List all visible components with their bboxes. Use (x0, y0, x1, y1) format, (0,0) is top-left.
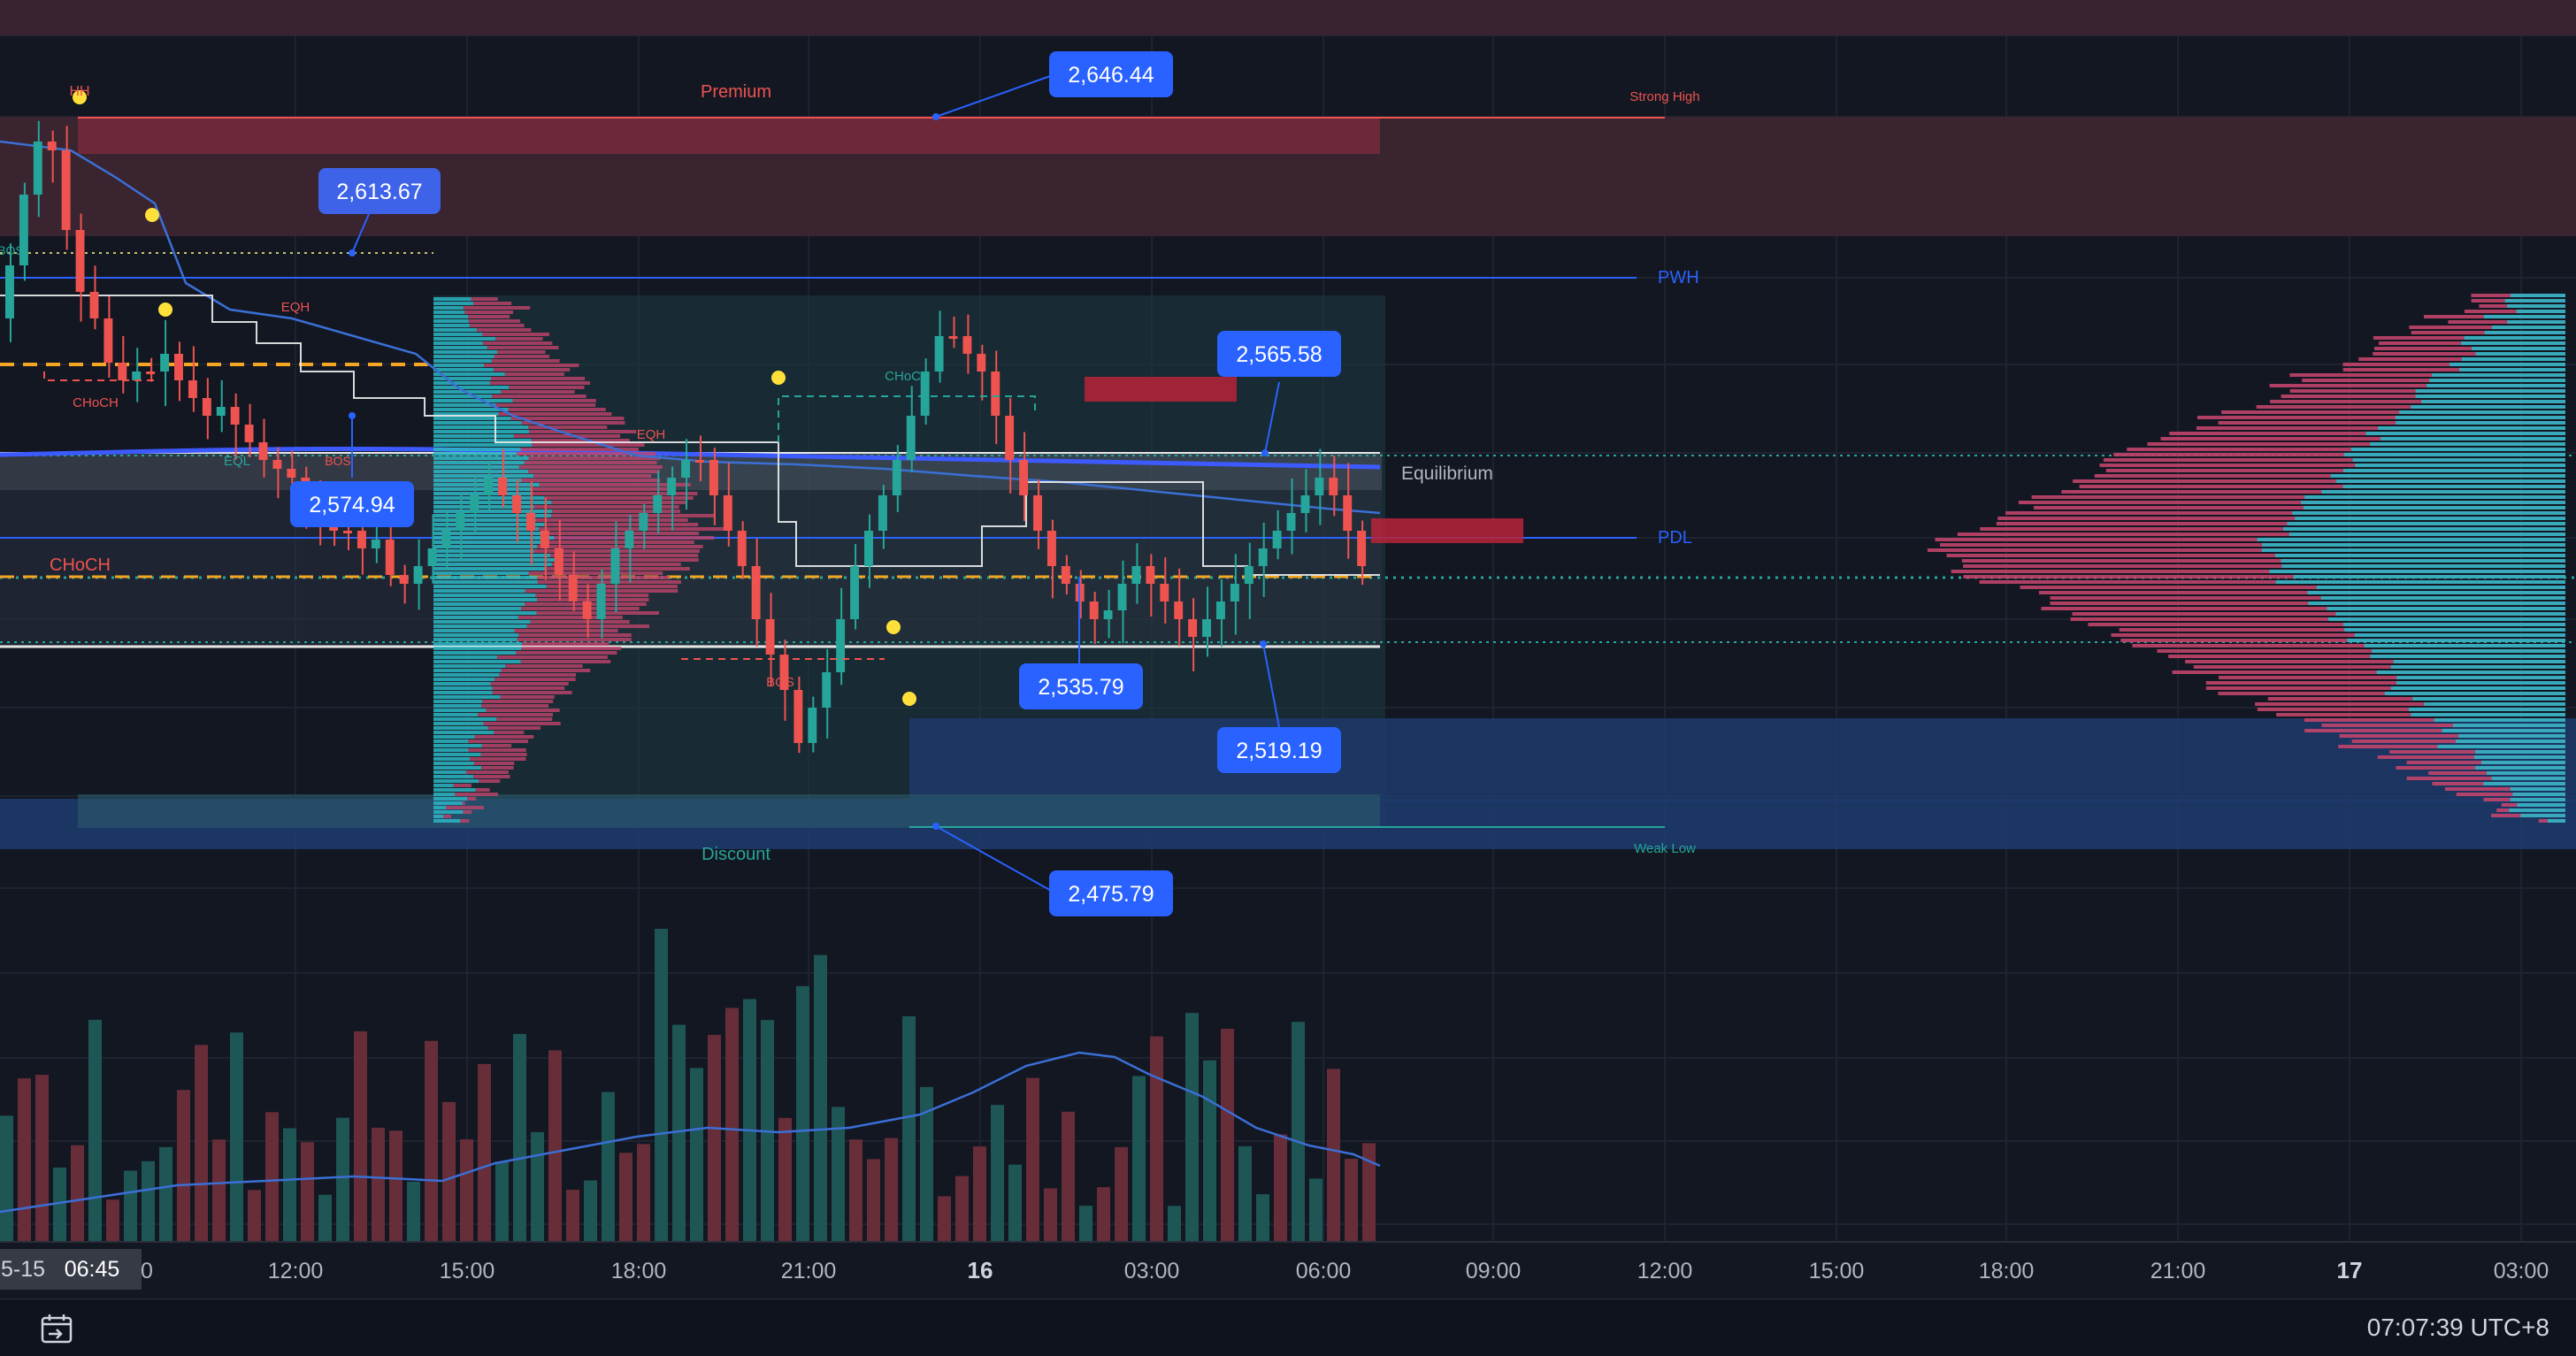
time-tick-7: 06:00 (1296, 1259, 1352, 1283)
weak-low-label: Weak Low (1634, 841, 1696, 856)
price-label-2475[interactable]: 2,475.79 (1049, 870, 1173, 916)
volume-profile-session (433, 297, 732, 823)
pdl-label: PDL (1658, 528, 1692, 548)
choch-label-2: CHoCH (885, 369, 931, 384)
choch-dashed (778, 395, 1036, 442)
label-connectors (351, 74, 1280, 893)
pwh-label: PWH (1658, 268, 1699, 287)
calendar-goto-icon[interactable] (39, 1312, 74, 1345)
premium-zone-strong (78, 119, 1380, 154)
signal-dot-6 (902, 692, 916, 706)
volume-ma-line (0, 1051, 1381, 1214)
time-tick-14: 03:00 (2494, 1259, 2549, 1283)
cursor-date-badge (0, 1249, 142, 1290)
moving-average-line (0, 140, 1381, 515)
price-label-2475-text: 2,475.79 (1068, 882, 1154, 907)
volume-profile-visible-range (1927, 294, 2565, 823)
order-block-1 (1085, 377, 1237, 402)
mid-zone (0, 490, 1382, 647)
equilibrium-blue-line (0, 446, 1381, 470)
time-tick-2: 15:00 (440, 1259, 495, 1283)
price-label-2565-text: 2,565.58 (1236, 342, 1322, 367)
order-block-2 (1371, 518, 1523, 543)
signal-dot-4 (771, 371, 786, 385)
time-tick-4: 21:00 (781, 1259, 837, 1283)
price-label-2574-text: 2,574.94 (309, 493, 395, 517)
discount-label: Discount (702, 845, 770, 864)
price-label-2535[interactable]: 2,535.79 (1019, 663, 1143, 709)
signal-dot-2 (145, 208, 159, 222)
time-tick-3: 18:00 (611, 1259, 667, 1283)
discount-zone (909, 718, 2576, 802)
eqh-label-2: EQH (637, 427, 666, 442)
eqh-label-1: EQH (281, 300, 310, 315)
time-tick-11: 18:00 (1979, 1259, 2035, 1283)
price-label-2574[interactable]: 2,574.94 (290, 481, 414, 527)
signal-dot-1 (73, 90, 87, 104)
time-tick-5: 16 (968, 1257, 993, 1283)
time-tick-0: 0 (141, 1259, 153, 1283)
eql-label: EQL (224, 454, 250, 469)
equilibrium-label: Equilibrium (1401, 463, 1493, 484)
price-label-2535-text: 2,535.79 (1038, 675, 1123, 700)
time-axis[interactable]: 5-15 06:45 0 12:00 15:00 18:00 21:00 16 … (0, 1241, 2576, 1290)
price-label-2646[interactable]: 2,646.44 (1049, 51, 1173, 97)
time-tick-10: 15:00 (1809, 1259, 1865, 1283)
time-tick-6: 03:00 (1124, 1259, 1180, 1283)
bos-label-2: BOS (325, 454, 351, 468)
choch-label-1: CHoCH (73, 395, 119, 410)
signal-dot-3 (158, 303, 172, 317)
bottom-toolbar: 07:07:39 UTC+8 (0, 1299, 2576, 1356)
premium-label: Premium (701, 82, 771, 102)
time-tick-8: 09:00 (1466, 1259, 1522, 1283)
signal-dot-5 (886, 620, 901, 634)
price-label-2613[interactable]: 2,613.67 (318, 168, 441, 214)
price-label-2613-text: 2,613.67 (336, 180, 422, 204)
choch-dashed-red-left (43, 372, 155, 381)
price-candles (5, 120, 1367, 754)
cursor-date-text: 5-15 (1, 1257, 45, 1282)
hh-label: HH (69, 84, 89, 99)
bos-label-3: BOS (766, 675, 794, 690)
equilibrium-zone (0, 453, 1382, 490)
clock-timezone[interactable]: 07:07:39 UTC+8 (2366, 1314, 2549, 1341)
time-tick-13: 17 (2337, 1257, 2363, 1283)
structure-step-line (0, 295, 1380, 576)
time-tick-9: 12:00 (1637, 1259, 1693, 1283)
cursor-time-text: 06:45 (65, 1257, 120, 1282)
choch-large-label: CHoCH (50, 555, 111, 575)
time-tick-1: 12:00 (268, 1259, 324, 1283)
price-label-2565[interactable]: 2,565.58 (1217, 331, 1341, 377)
discount-zone-inner (78, 794, 1380, 828)
price-label-2519[interactable]: 2,519.19 (1217, 727, 1341, 773)
time-tick-12: 21:00 (2150, 1259, 2206, 1283)
volume-bars (0, 929, 1376, 1242)
price-label-2646-text: 2,646.44 (1068, 63, 1154, 88)
price-label-2519-text: 2,519.19 (1236, 739, 1322, 763)
top-premium-band (0, 0, 2576, 35)
strong-high-label: Strong High (1629, 89, 1699, 104)
bos-label-1: BOS (0, 243, 24, 257)
